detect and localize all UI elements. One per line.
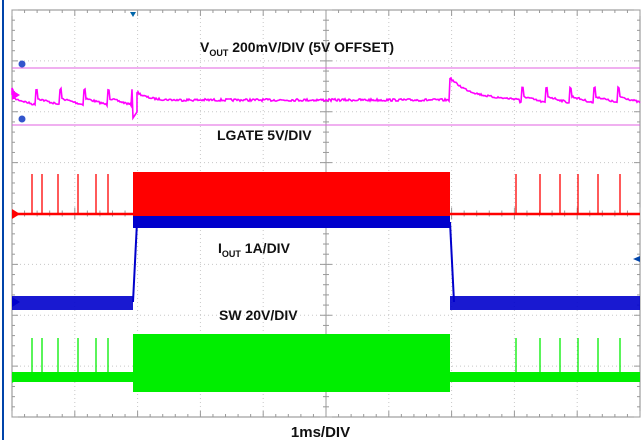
cursor-lines <box>12 67 640 126</box>
trigger-marker <box>130 12 136 17</box>
lgate-label: LGATE 5V/DIV <box>217 127 312 143</box>
iout-low-after <box>450 296 640 310</box>
lgate-burst <box>133 172 450 216</box>
iout-high <box>133 216 450 228</box>
cursor-badge-a <box>18 115 26 123</box>
channel-marker-iout <box>12 297 20 307</box>
right-level-marker <box>633 256 640 262</box>
iout-label: IOUT 1A/DIV <box>218 240 291 259</box>
vout-trace <box>11 76 641 121</box>
traces <box>11 76 641 392</box>
sw-burst <box>133 334 450 392</box>
channel-marker-sw <box>12 373 20 383</box>
cursor-badge-b <box>18 60 26 68</box>
vout-label: VOUT 200mV/DIV (5V OFFSET) <box>200 39 394 58</box>
time-base-label: 1ms/DIV <box>290 424 351 441</box>
iout-rise <box>132 221 138 303</box>
sw-label: SW 20V/DIV <box>219 307 298 323</box>
channel-markers <box>12 60 26 383</box>
channel-marker-lgate <box>12 209 20 219</box>
iout-fall <box>449 221 455 303</box>
iout-low-before <box>12 296 133 310</box>
channel-marker-vout <box>12 90 20 100</box>
